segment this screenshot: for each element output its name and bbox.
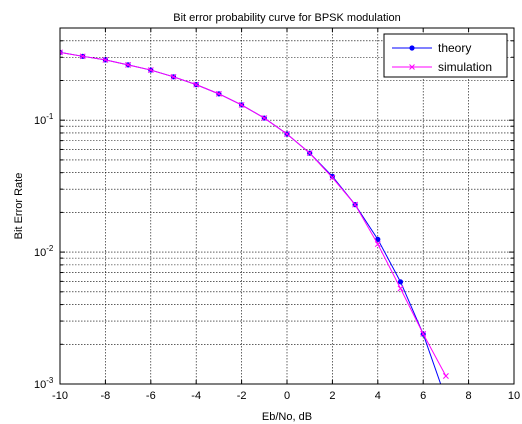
series-line-simulation: [60, 51, 447, 377]
point-simulation: [352, 201, 359, 208]
legend-marker-theory: [409, 45, 415, 51]
x-tick-label: -2: [237, 390, 247, 402]
point-theory: [443, 396, 448, 401]
point-simulation: [420, 330, 427, 337]
point-simulation: [125, 61, 132, 68]
x-tick-label: 10: [508, 390, 520, 402]
x-tick-label: 0: [284, 390, 290, 402]
legend: theory simulation: [383, 33, 508, 78]
plot-frame: [59, 27, 515, 385]
point-theory: [397, 279, 404, 285]
point-theory: [329, 173, 335, 179]
x-tick-label: 6: [420, 390, 426, 402]
point-simulation: [306, 150, 313, 157]
point-simulation: [102, 56, 109, 63]
x-axis-label: Eb/No, dB: [262, 411, 312, 423]
point-simulation: [284, 131, 290, 137]
chart-title: Bit error probability curve for BPSK mod…: [173, 12, 400, 24]
point-simulation: [193, 81, 200, 88]
point-simulation: [170, 73, 177, 80]
point-simulation: [442, 373, 449, 379]
x-tick-label: -10: [52, 390, 68, 402]
legend-label-theory: theory: [438, 41, 471, 55]
point-simulation: [261, 115, 268, 122]
point-simulation: [215, 90, 222, 97]
x-tick-label: 8: [466, 390, 472, 402]
point-simulation: [238, 101, 245, 108]
point-simulation: [329, 174, 336, 181]
x-tick-label: 2: [329, 390, 335, 402]
legend-label-simulation: simulation: [438, 60, 492, 74]
legend-marker-simulation: [409, 64, 415, 70]
point-simulation: [79, 53, 86, 60]
y-tick-label: 10-1: [34, 112, 54, 127]
point-simulation: [397, 285, 404, 292]
x-tick-label: 4: [375, 390, 381, 402]
series-lines: [60, 49, 449, 401]
point-simulation: [60, 49, 63, 56]
x-tick-label: -4: [191, 390, 201, 402]
point-simulation: [374, 241, 381, 248]
y-axis-label: Bit Error Rate: [13, 173, 25, 240]
y-tick-label: 10-2: [34, 244, 54, 259]
point-theory: [375, 236, 381, 242]
x-tick-label: -8: [101, 390, 111, 402]
x-tick-label: -6: [146, 390, 156, 402]
legend-box: [383, 33, 508, 78]
point-simulation: [147, 67, 154, 74]
y-tick-label: 10-3: [34, 376, 54, 391]
